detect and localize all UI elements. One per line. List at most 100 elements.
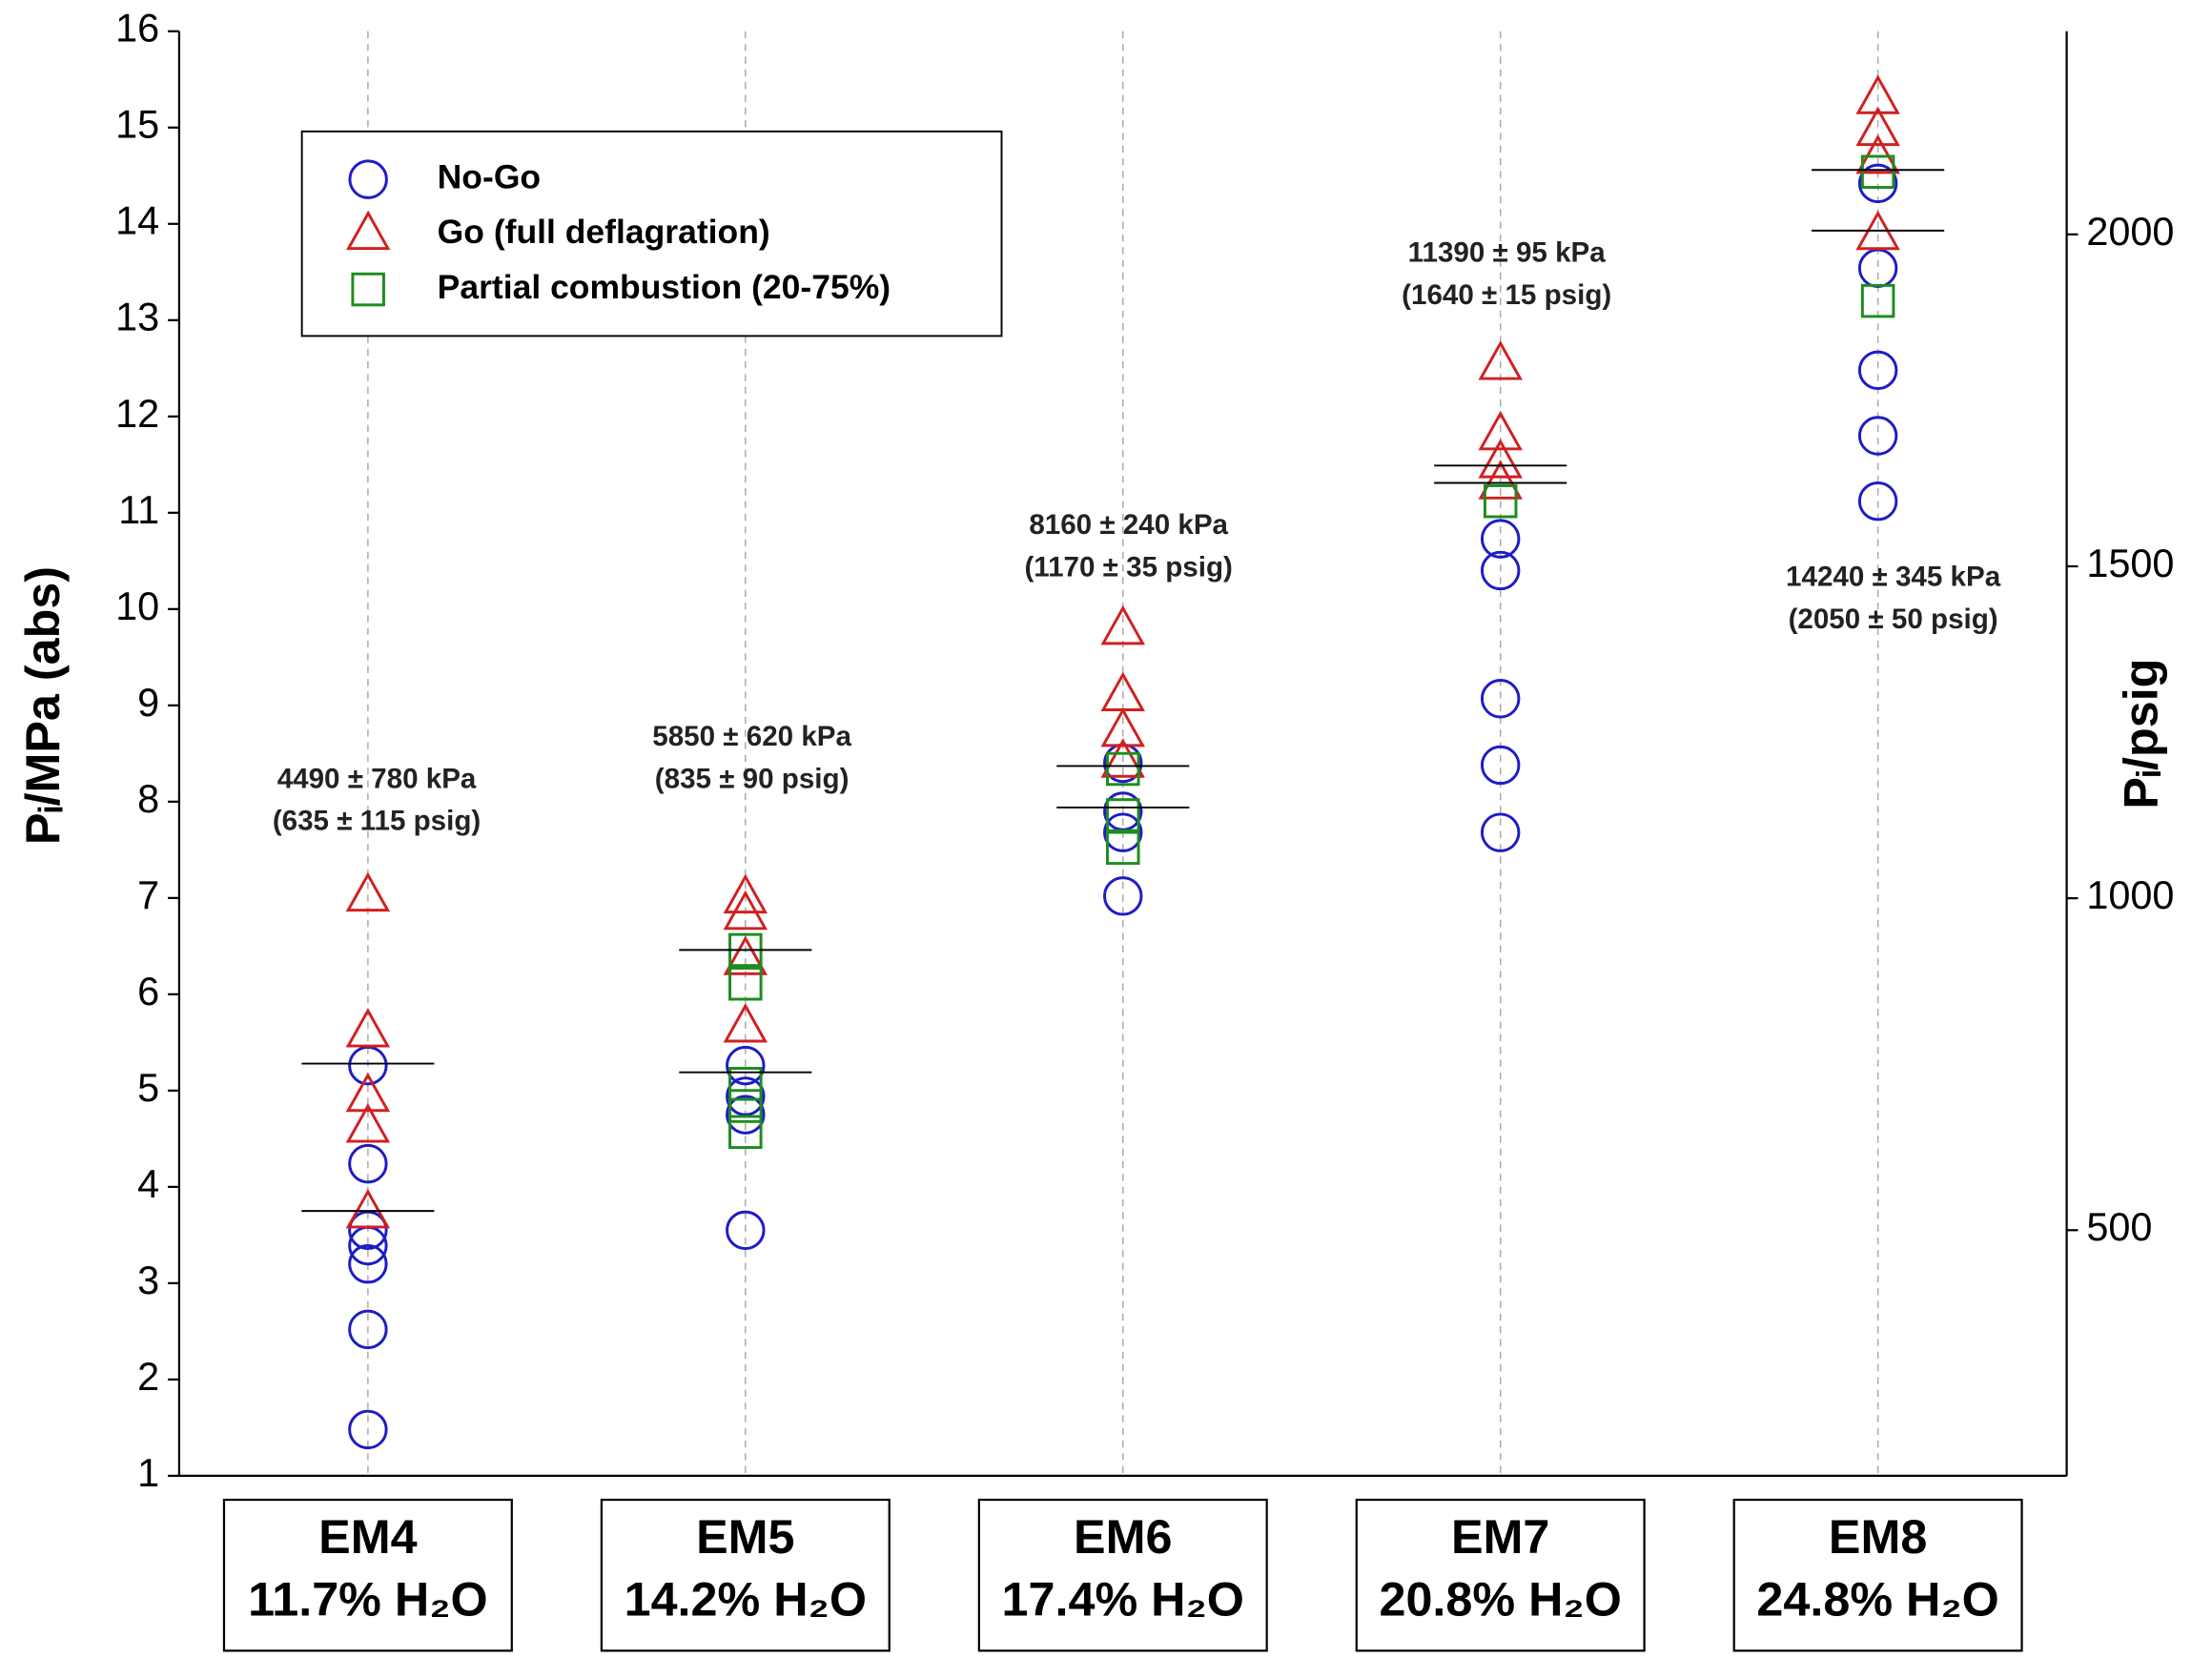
legend-box	[300, 130, 1003, 338]
y-tick-label: 2	[137, 1355, 159, 1399]
x-tick-label: EM8	[1829, 1509, 1927, 1564]
y-tick-label: 4	[137, 1162, 159, 1206]
annotation: 4490 ± 780 kPa	[277, 763, 477, 794]
y-tick-label: 9	[137, 681, 159, 725]
y-tick-label: 14	[115, 199, 159, 243]
point	[1103, 876, 1143, 916]
y2-tick-label: 500	[2086, 1205, 2152, 1249]
point	[1106, 751, 1140, 787]
point	[728, 1089, 763, 1123]
legend-label: Partial combustion (20-75%)	[438, 268, 891, 306]
y-tick-label: 16	[115, 7, 159, 51]
y-tick-label: 1	[137, 1451, 159, 1495]
point	[1480, 812, 1521, 852]
annotation: 5850 ± 620 kPa	[652, 721, 851, 752]
point	[726, 1076, 766, 1116]
point	[1478, 340, 1523, 380]
point	[1857, 248, 1898, 288]
point	[726, 1045, 766, 1086]
point	[1480, 550, 1521, 591]
legend-label: No-Go	[438, 158, 541, 196]
annotation: (1170 ± 35 psig)	[1024, 551, 1232, 583]
annotation: 8160 ± 240 kPa	[1029, 509, 1228, 541]
point	[728, 1115, 763, 1150]
annotation: (635 ± 115 psig)	[273, 806, 481, 837]
point	[1106, 798, 1140, 832]
point	[1100, 604, 1145, 645]
y2-tick-label: 1000	[2086, 873, 2174, 917]
y-tick-label: 10	[115, 584, 159, 628]
point	[723, 890, 768, 931]
y-axis-label: Pᵢ/MPa (abs)	[15, 566, 70, 845]
point	[728, 966, 763, 1001]
annotation: (2050 ± 50 psig)	[1789, 604, 1998, 635]
x-tick-sublabel: 14.2% H₂O	[625, 1571, 867, 1626]
x-tick-label: EM4	[318, 1509, 417, 1564]
category-box	[600, 1498, 891, 1652]
legend-marker	[351, 272, 385, 307]
legend-label: Go (full deflagration)	[438, 213, 770, 251]
y-tick-label: 15	[115, 103, 159, 147]
point	[348, 1243, 388, 1284]
point	[345, 871, 391, 912]
x-tick-label: EM5	[696, 1509, 794, 1564]
point	[1857, 350, 1898, 391]
annotation: 11390 ± 95 kPa	[1408, 236, 1607, 268]
annotation: (835 ± 90 psig)	[655, 763, 850, 794]
y2-tick-label: 2000	[2086, 210, 2174, 254]
legend-marker	[348, 159, 388, 199]
x-tick-sublabel: 17.4% H₂O	[1002, 1571, 1244, 1626]
point	[1855, 133, 1900, 174]
category-box	[1355, 1498, 1646, 1652]
y-tick-label: 3	[137, 1259, 159, 1302]
point	[348, 1143, 388, 1184]
y2-tick-label: 1500	[2086, 542, 2174, 585]
x-tick-sublabel: 20.8% H₂O	[1379, 1571, 1621, 1626]
y2-axis-label: Pᵢ/psig	[2113, 659, 2167, 809]
x-tick-label: EM7	[1451, 1509, 1549, 1564]
point	[345, 1072, 391, 1113]
point	[723, 873, 768, 914]
point	[1857, 163, 1898, 204]
point	[1480, 679, 1521, 719]
y-tick-label: 5	[137, 1066, 159, 1110]
point	[728, 1067, 763, 1101]
point	[1480, 745, 1521, 786]
category-box	[977, 1498, 1268, 1652]
point	[348, 1210, 388, 1251]
point	[726, 1095, 766, 1135]
legend-marker	[345, 210, 391, 251]
point	[1855, 106, 1900, 147]
point	[1860, 154, 1895, 190]
point	[1483, 483, 1518, 519]
point	[345, 1188, 391, 1229]
point	[1480, 519, 1521, 559]
y-tick-label: 6	[137, 970, 159, 1013]
point	[1100, 738, 1145, 778]
y-tick-label: 12	[115, 392, 159, 436]
annotation: 14240 ± 345 kPa	[1786, 562, 2001, 593]
point	[1478, 410, 1523, 451]
x-tick-sublabel: 24.8% H₂O	[1756, 1571, 1998, 1626]
point	[723, 1002, 768, 1043]
x-tick-label: EM6	[1074, 1509, 1172, 1564]
annotation: (1640 ± 15 psig)	[1402, 279, 1611, 311]
point	[1478, 439, 1523, 479]
point	[1106, 830, 1140, 866]
y-tick-label: 8	[137, 777, 159, 821]
point	[345, 1008, 391, 1048]
y-tick-label: 13	[115, 296, 159, 339]
point	[1100, 706, 1145, 747]
point	[348, 1309, 388, 1350]
y-tick-label: 11	[118, 488, 159, 532]
point	[723, 935, 768, 975]
point	[1860, 283, 1895, 318]
point	[726, 1210, 766, 1251]
point	[1103, 812, 1143, 852]
point	[1478, 460, 1523, 500]
y-tick-label: 7	[137, 873, 159, 917]
point	[345, 1103, 391, 1143]
point	[1857, 416, 1898, 456]
x-tick-sublabel: 11.7% H₂O	[248, 1571, 488, 1626]
